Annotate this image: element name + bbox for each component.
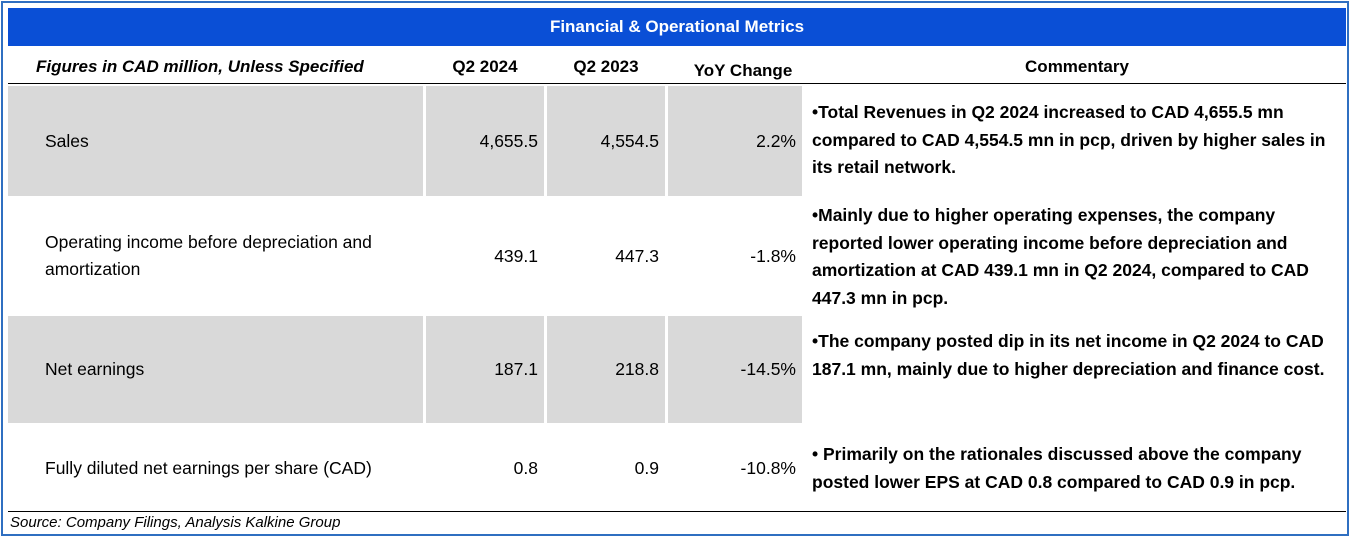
header-q2-2023: Q2 2023	[573, 57, 639, 76]
row-eps-q2-2024: 0.8	[513, 457, 538, 478]
row-net-earnings-q2-2023: 218.8	[547, 316, 665, 423]
row-sales-q2-2023: 4,554.5	[547, 86, 665, 196]
row-eps-q2-2023: 0.9	[634, 457, 659, 478]
row-operating-income-commentary: •Mainly due to higher operating expenses…	[812, 205, 1309, 308]
header-yoy: YoY Change	[693, 61, 793, 80]
row-net-earnings-q2-2024: 187.1	[426, 316, 544, 423]
source-note: Source: Company Filings, Analysis Kalkin…	[10, 514, 341, 531]
footer-divider	[8, 511, 1346, 512]
row-eps-commentary: • Primarily on the rationales discussed …	[812, 444, 1302, 492]
header-divider	[8, 83, 1346, 84]
row-sales-q2-2024: 4,655.5	[426, 86, 544, 196]
row-net-earnings-commentary: •The company posted dip in its net incom…	[812, 331, 1325, 379]
row-sales-yoy: 2.2%	[668, 86, 802, 196]
row-eps-yoy: -10.8%	[740, 457, 796, 478]
row-label-net-earnings: Net earnings	[8, 316, 423, 423]
row-operating-income-q2-2023: 447.3	[615, 245, 659, 266]
row-label-operating-income: Operating income before depreciation and…	[8, 200, 423, 312]
row-sales-commentary: •Total Revenues in Q2 2024 increased to …	[812, 102, 1326, 177]
row-net-earnings-yoy: -14.5%	[668, 316, 802, 423]
row-label-eps: Fully diluted net earnings per share (CA…	[45, 457, 372, 478]
table-title: Financial & Operational Metrics	[8, 8, 1346, 46]
header-q2-2024: Q2 2024	[452, 57, 518, 76]
header-commentary: Commentary	[1025, 57, 1129, 76]
header-figures: Figures in CAD million, Unless Specified	[36, 57, 364, 76]
row-label-operating-income-text: Operating income before depreciation and…	[45, 232, 372, 279]
row-operating-income-yoy: -1.8%	[750, 245, 796, 266]
row-label-sales: Sales	[8, 86, 423, 196]
row-operating-income-q2-2024: 439.1	[494, 245, 538, 266]
